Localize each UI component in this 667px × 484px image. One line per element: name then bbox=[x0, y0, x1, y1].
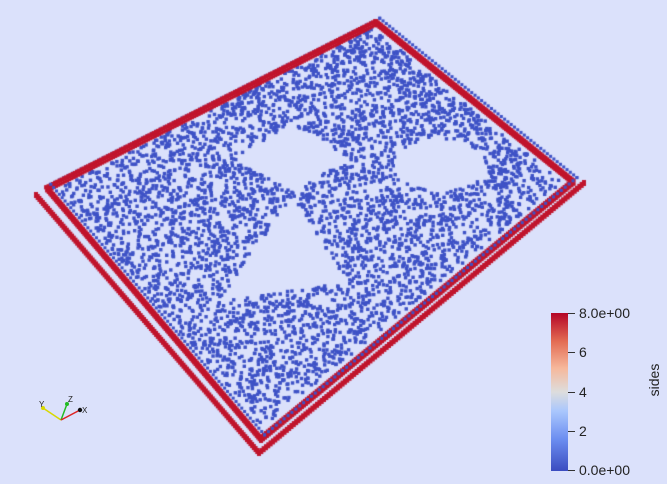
colorbar-tick bbox=[568, 352, 575, 353]
z-axis-label: Z bbox=[68, 395, 73, 404]
colorbar-label-2: 2 bbox=[579, 423, 587, 439]
colorbar-tick bbox=[568, 470, 575, 471]
colorbar-gradient bbox=[551, 313, 568, 471]
orientation-axes-icon: Y Z X bbox=[39, 395, 88, 421]
colorbar-tick bbox=[568, 431, 575, 432]
colorbar-label-4: 4 bbox=[579, 384, 587, 400]
colorbar-label-min: 0.0e+00 bbox=[579, 462, 630, 478]
colorbar-tick bbox=[568, 392, 575, 393]
x-axis-tip bbox=[77, 407, 83, 413]
y-axis-line bbox=[42, 407, 62, 421]
colorbar-tick bbox=[568, 313, 575, 314]
z-axis-tip bbox=[65, 402, 69, 406]
colorbar-title: sides bbox=[646, 363, 662, 397]
colorbar-label-max: 8.0e+00 bbox=[579, 305, 630, 321]
x-axis-label: X bbox=[82, 406, 88, 415]
colorbar-label-6: 6 bbox=[579, 344, 587, 360]
y-axis-label: Y bbox=[39, 400, 45, 409]
y-axis-tip bbox=[41, 406, 45, 410]
x-axis-line bbox=[60, 409, 81, 421]
z-axis-line bbox=[60, 403, 68, 421]
